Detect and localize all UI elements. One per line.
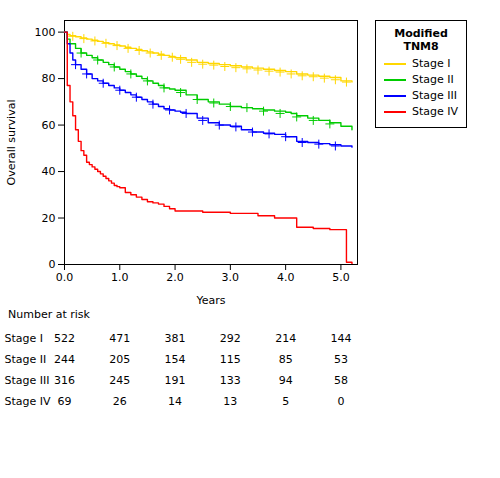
svg-text:100: 100: [35, 26, 56, 39]
svg-text:58: 58: [334, 374, 348, 387]
svg-text:Stage III: Stage III: [5, 374, 50, 387]
svg-text:154: 154: [165, 353, 186, 366]
html-text:Stage II: Stage II: [412, 73, 454, 86]
svg-text:Stage I: Stage I: [5, 332, 44, 345]
html-text:Number at risk: Number at risk: [8, 308, 90, 321]
svg-text:85: 85: [279, 353, 293, 366]
svg-text:14: 14: [168, 395, 182, 408]
svg-text:205: 205: [109, 353, 130, 366]
svg-text:244: 244: [54, 353, 75, 366]
html-text:Stage III: Stage III: [412, 89, 457, 102]
html-text:Modified TNM8: Modified TNM8: [394, 27, 448, 53]
svg-text:191: 191: [165, 374, 186, 387]
svg-text:316: 316: [54, 374, 75, 387]
svg-text:20: 20: [42, 212, 56, 225]
svg-text:Stage IV: Stage IV: [5, 395, 52, 408]
svg-text:0: 0: [49, 258, 56, 271]
svg-text:0.0: 0.0: [56, 271, 74, 284]
svg-text:Stage II: Stage II: [5, 353, 47, 366]
svg-text:Overall survival: Overall survival: [5, 100, 18, 186]
svg-text:144: 144: [330, 332, 351, 345]
svg-text:5.0: 5.0: [332, 271, 350, 284]
svg-text:94: 94: [279, 374, 293, 387]
html-text:Stage IV: Stage IV: [412, 105, 459, 118]
svg-text:3.0: 3.0: [222, 271, 240, 284]
svg-text:13: 13: [223, 395, 237, 408]
svg-text:69: 69: [58, 395, 72, 408]
svg-text:522: 522: [54, 332, 75, 345]
svg-text:245: 245: [109, 374, 130, 387]
svg-text:Years: Years: [195, 294, 225, 307]
svg-text:60: 60: [42, 119, 56, 132]
svg-text:0: 0: [337, 395, 344, 408]
svg-text:26: 26: [113, 395, 127, 408]
svg-text:471: 471: [109, 332, 130, 345]
svg-text:4.0: 4.0: [277, 271, 295, 284]
html-text:Stage I: Stage I: [412, 57, 451, 70]
svg-text:214: 214: [275, 332, 296, 345]
svg-text:5: 5: [282, 395, 289, 408]
svg-text:133: 133: [220, 374, 241, 387]
svg-text:80: 80: [42, 72, 56, 85]
svg-text:2.0: 2.0: [166, 271, 184, 284]
svg-text:53: 53: [334, 353, 348, 366]
svg-text:115: 115: [220, 353, 241, 366]
svg-text:40: 40: [42, 165, 56, 178]
svg-text:292: 292: [220, 332, 241, 345]
svg-text:381: 381: [165, 332, 186, 345]
svg-text:1.0: 1.0: [111, 271, 129, 284]
